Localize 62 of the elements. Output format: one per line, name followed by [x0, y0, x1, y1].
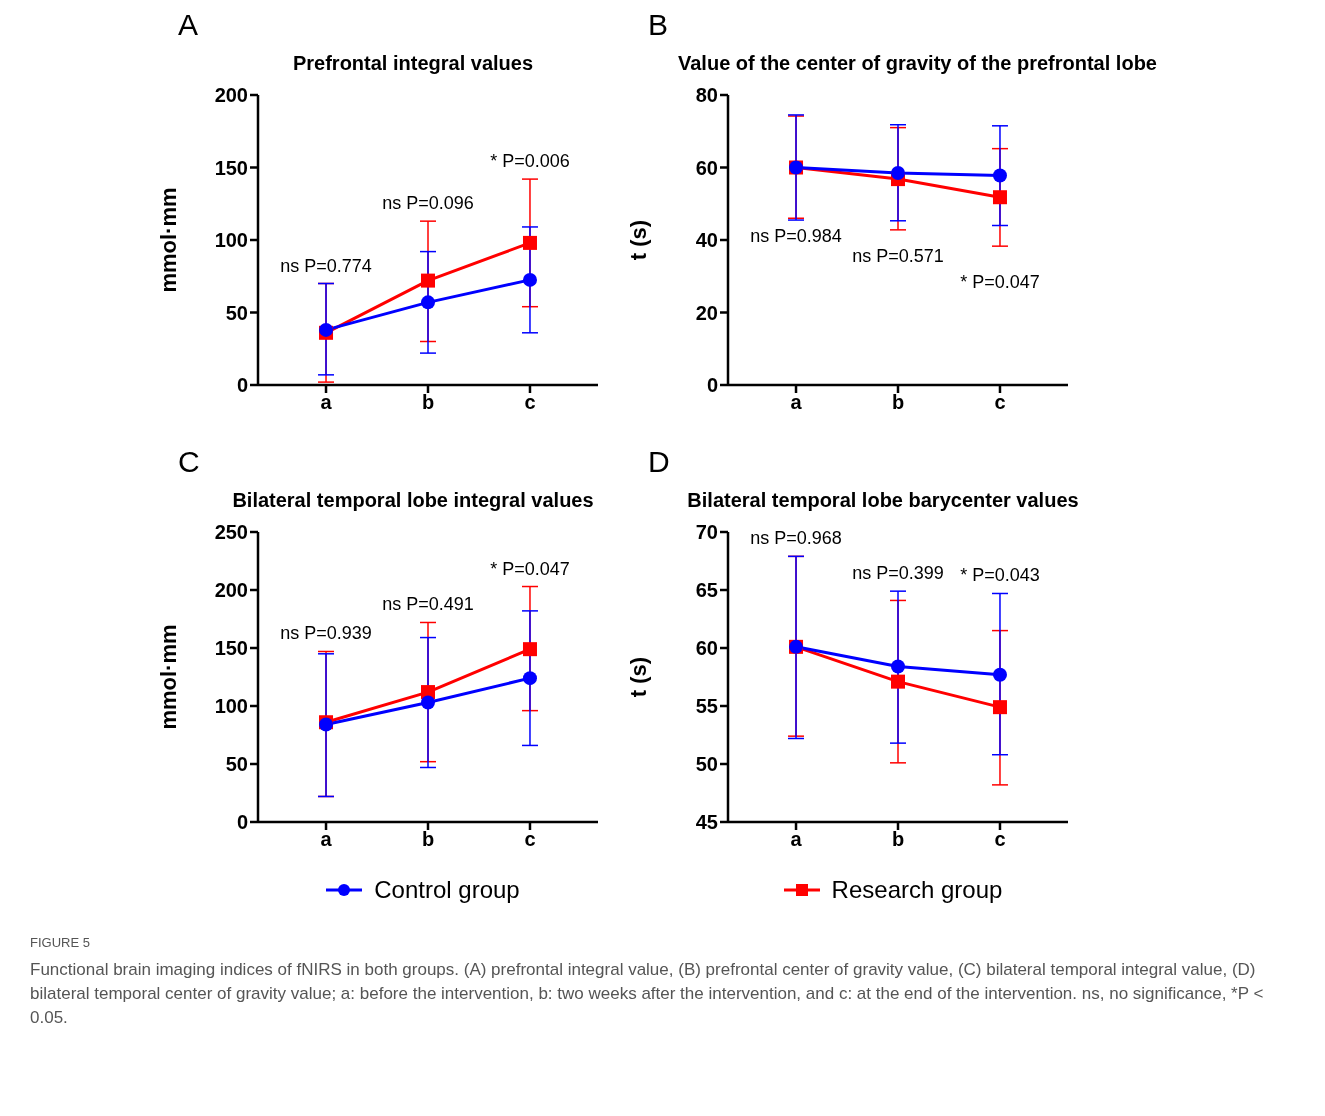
- annotation: ns P=0.968: [750, 528, 842, 549]
- annotation: * P=0.043: [960, 565, 1040, 586]
- y-tick-label: 200: [214, 579, 248, 602]
- y-tick-label: 80: [695, 84, 718, 107]
- annotation: * P=0.006: [490, 151, 570, 172]
- legend-label: Research group: [831, 876, 1003, 904]
- annotation: ns P=0.939: [280, 623, 372, 644]
- x-tick-label: b: [421, 828, 435, 851]
- y-tick-label: 200: [214, 84, 248, 107]
- y-tick-label: 0: [236, 811, 248, 834]
- y-tick-label: 100: [214, 229, 248, 252]
- y-tick-label: 50: [225, 753, 248, 776]
- x-tick-label: c: [524, 828, 536, 851]
- annotation: ns P=0.774: [280, 255, 372, 276]
- y-tick-label: 70: [695, 521, 718, 544]
- annotation: ns P=0.984: [750, 226, 842, 247]
- text: D: [648, 445, 670, 479]
- legend-label: Control group: [374, 876, 520, 904]
- text: A: [178, 8, 199, 42]
- text: C: [178, 445, 200, 479]
- x-tick-label: a: [320, 391, 333, 414]
- y-tick-label: 150: [214, 156, 248, 179]
- annotation: * P=0.047: [490, 558, 570, 579]
- y-tick-label: 45: [695, 811, 718, 834]
- y-tick-label: 0: [236, 374, 248, 397]
- text: Functional brain imaging indices of fNIRS in both groups. (A) prefrontal integral value, (B) prefrontal center of gravity value, (C) bilateral temporal integral value, (D) bilateral temporal center of gravity value; a: before the intervention, b: two weeks after the intervention, and c: at the end of the intervention. ns, no significance, *P < 0.05.: [30, 959, 1265, 1029]
- y-tick-label: 50: [695, 753, 718, 776]
- y-axis-title: mmol·mm: [155, 624, 181, 730]
- y-tick-label: 0: [706, 374, 718, 397]
- y-tick-label: 250: [214, 521, 248, 544]
- x-tick-label: c: [994, 391, 1006, 414]
- y-tick-label: 40: [695, 229, 718, 252]
- annotation: ns P=0.571: [852, 245, 944, 266]
- annotation: * P=0.047: [960, 272, 1040, 293]
- annotation: ns P=0.096: [382, 193, 474, 214]
- y-axis-title: t (s): [625, 656, 651, 698]
- x-tick-label: c: [994, 828, 1006, 851]
- x-tick-label: b: [891, 391, 905, 414]
- y-tick-label: 60: [695, 156, 718, 179]
- annotation: ns P=0.491: [382, 594, 474, 615]
- y-axis-title: t (s): [625, 219, 651, 261]
- caption: FIGURE 5: [30, 934, 91, 952]
- y-tick-label: 55: [695, 695, 718, 718]
- chart-title: Bilateral temporal lobe barycenter values: [686, 489, 1080, 512]
- y-tick-label: 50: [225, 301, 248, 324]
- x-tick-label: b: [421, 391, 435, 414]
- y-tick-label: 100: [214, 695, 248, 718]
- y-axis-title: mmol·mm: [155, 187, 181, 293]
- x-tick-label: c: [524, 391, 536, 414]
- x-tick-label: b: [891, 828, 905, 851]
- text: B: [648, 8, 669, 42]
- y-tick-label: 65: [695, 579, 718, 602]
- x-tick-label: a: [790, 828, 803, 851]
- chart-title: Bilateral temporal lobe integral values: [231, 489, 595, 512]
- chart-title: Prefrontal integral values: [291, 52, 535, 75]
- x-tick-label: a: [320, 828, 333, 851]
- y-tick-label: 60: [695, 637, 718, 660]
- chart-title: Value of the center of gravity of the prefrontal lobe: [677, 52, 1157, 75]
- y-tick-label: 20: [695, 301, 718, 324]
- y-tick-label: 150: [214, 637, 248, 660]
- x-tick-label: a: [790, 391, 803, 414]
- annotation: ns P=0.399: [852, 563, 944, 584]
